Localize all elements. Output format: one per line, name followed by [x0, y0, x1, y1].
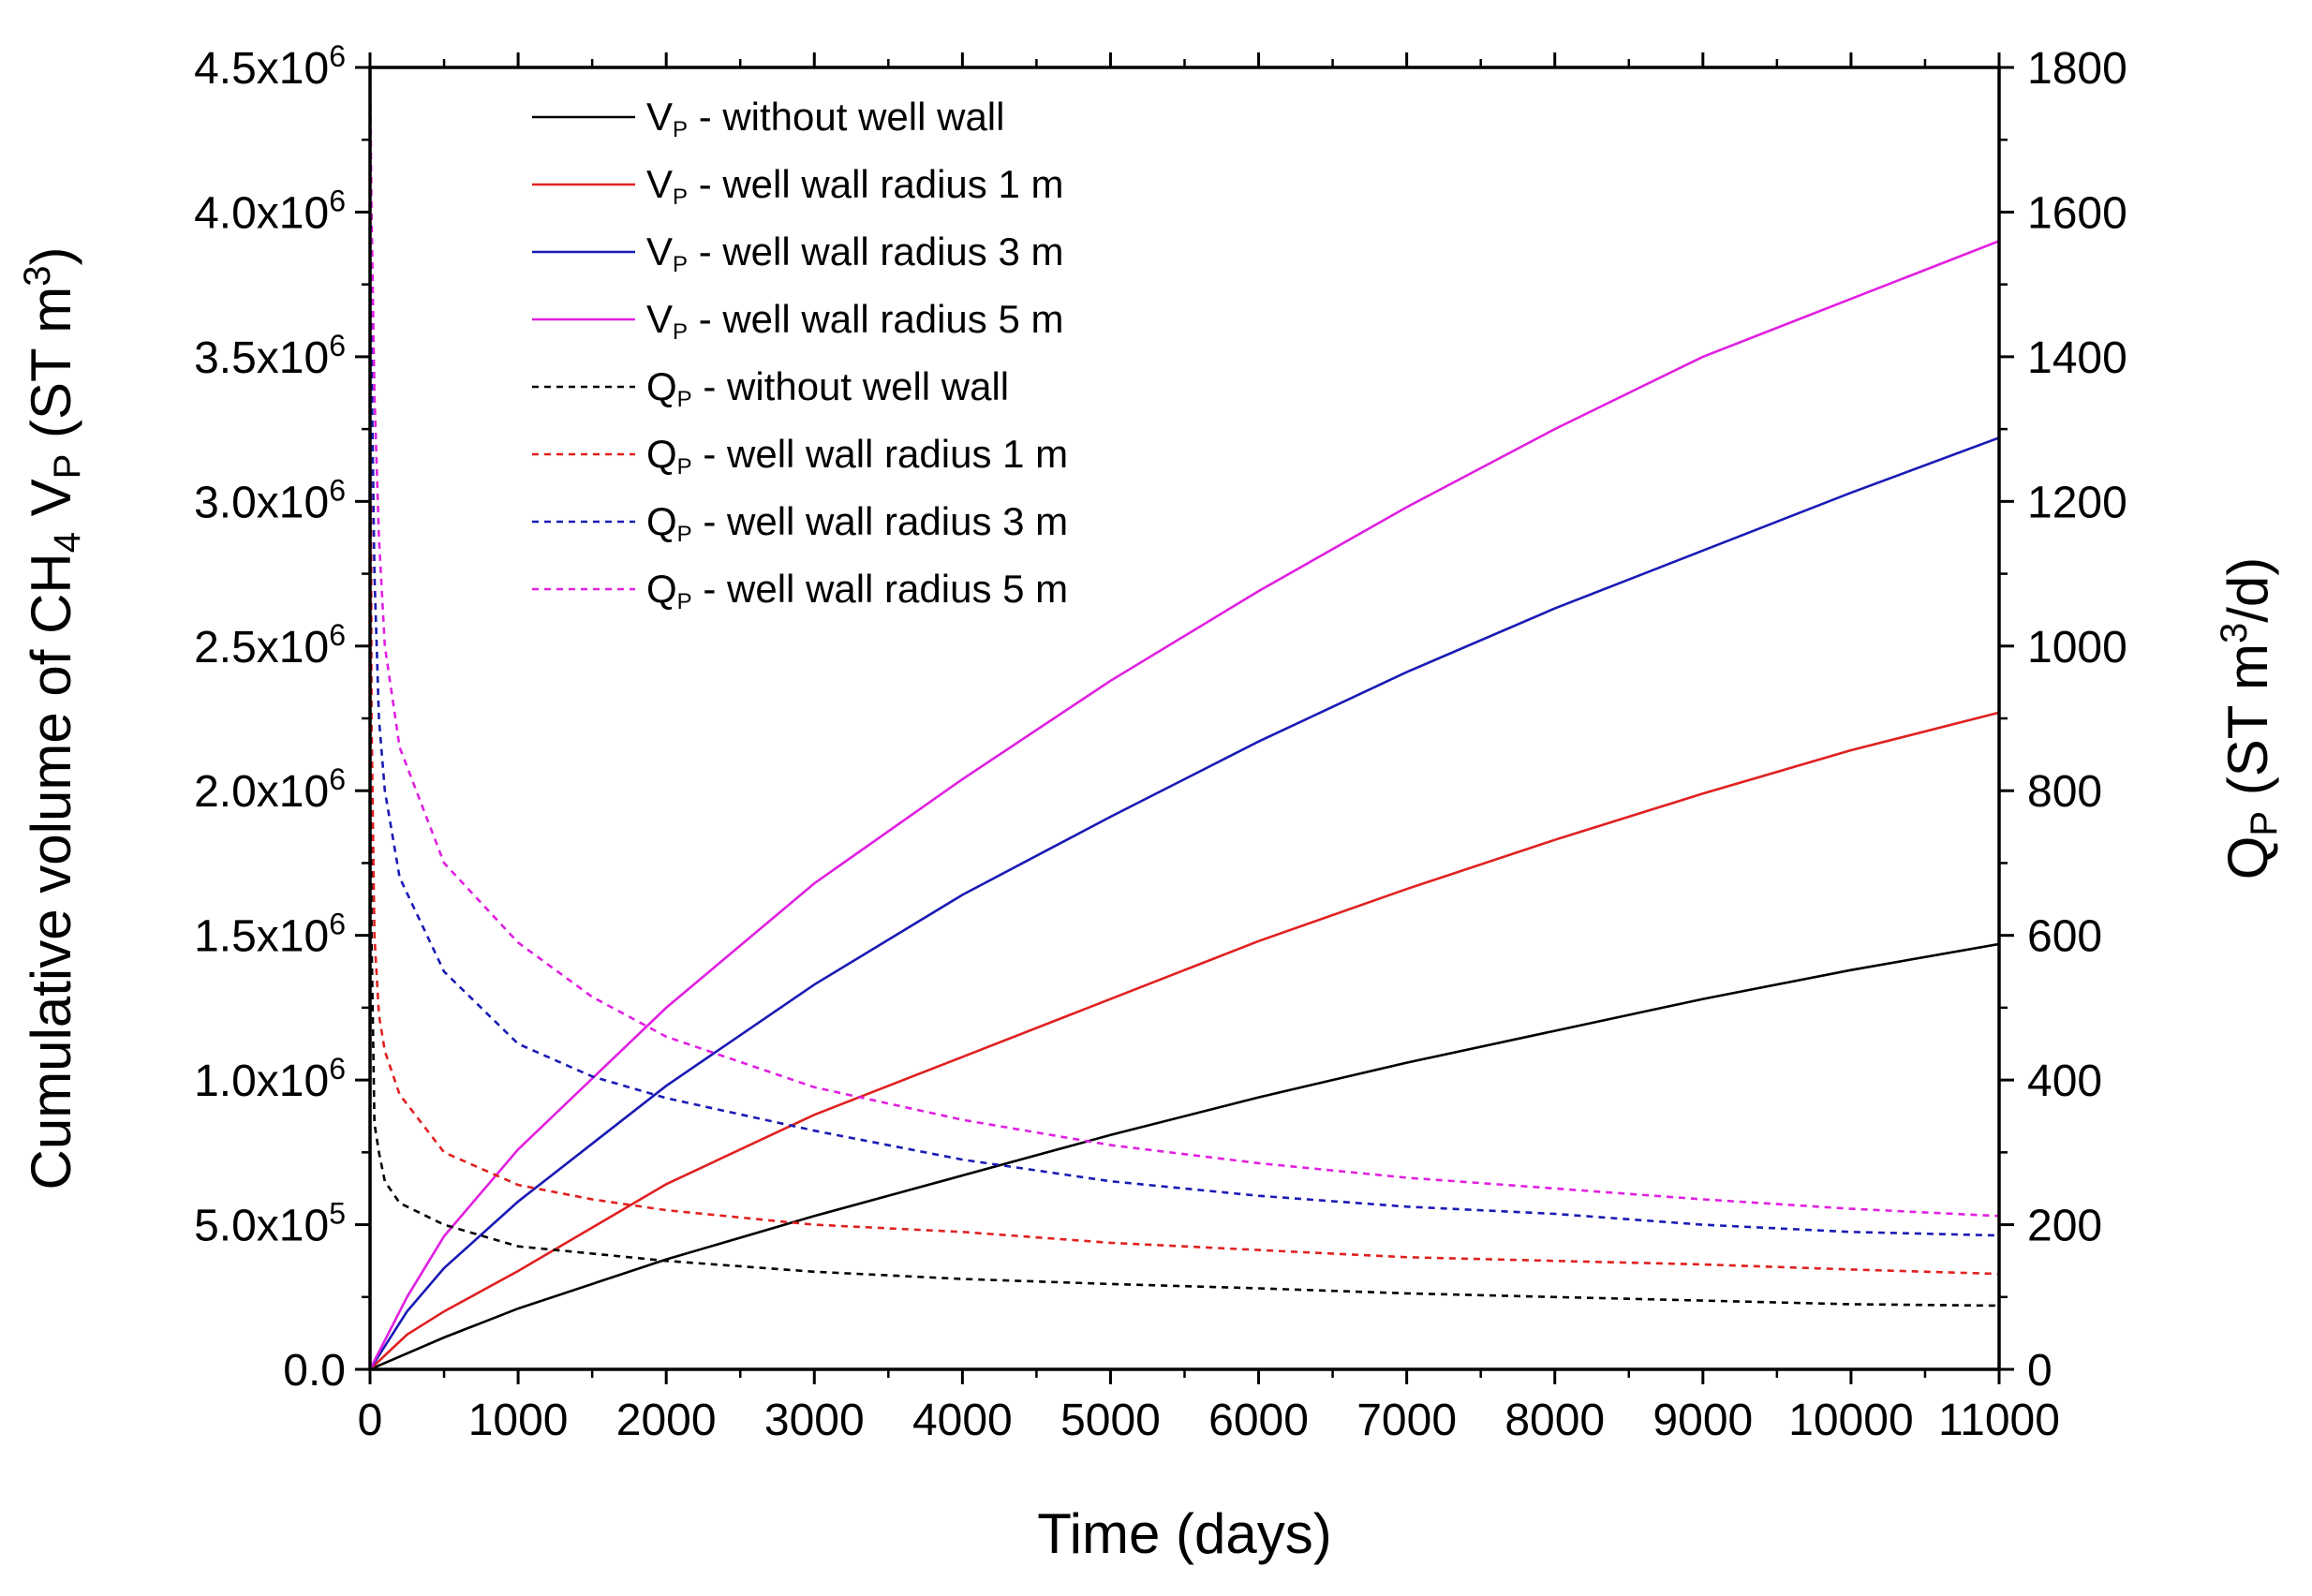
y-left-tick-label: 1.0x106 — [194, 1053, 346, 1107]
x-tick-label: 0 — [358, 1396, 383, 1445]
series-line-6 — [370, 67, 1999, 1276]
y-right-tick-label: 1400 — [2027, 333, 2127, 383]
legend-entry: VP - well wall radius 5 m — [646, 297, 1063, 345]
legend-entry: VP - without well wall — [646, 95, 1004, 142]
plot-frame — [368, 66, 2001, 1371]
x-tick-label: 7000 — [1356, 1396, 1457, 1445]
legend-entry: VP - well wall radius 1 m — [646, 162, 1063, 210]
x-tick-label: 5000 — [1060, 1396, 1161, 1445]
legend-entry: QP - well wall radius 3 m — [646, 499, 1068, 547]
x-tick-label: 2000 — [616, 1396, 717, 1445]
y-right-tick-label: 1000 — [2027, 623, 2127, 672]
x-tick-label: 9000 — [1652, 1396, 1753, 1445]
y-right-tick-label: 800 — [2027, 767, 2102, 817]
y-left-tick-label: 5.0x105 — [194, 1197, 346, 1251]
y-left-tick-label: 0.0 — [283, 1346, 346, 1396]
y-right-tick-label: 1600 — [2027, 188, 2127, 238]
y-right-tick-label: 400 — [2027, 1057, 2102, 1106]
y-left-tick-label: 4.5x106 — [194, 39, 346, 94]
x-tick-label: 4000 — [912, 1396, 1013, 1445]
series-line-8 — [370, 67, 1999, 1218]
axes: 0 1000 2000 3000 4000 5000 6000 7000 8000 9000 100… — [194, 39, 2127, 1445]
y-right-tick-label: 600 — [2027, 912, 2102, 962]
legend-entry: QP - well wall radius 5 m — [646, 567, 1068, 614]
y-left-tick-label: 3.0x106 — [194, 474, 346, 528]
y-right-tick-label: 200 — [2027, 1202, 2102, 1251]
x-tick-label: 3000 — [764, 1396, 865, 1445]
y-right-tick-label: 0 — [2027, 1346, 2053, 1396]
legend-entry: QP - without well wall — [646, 364, 1009, 412]
y-left-tick-label: 2.5x106 — [194, 618, 346, 672]
y-left-tick-label: 2.0x106 — [194, 763, 346, 818]
plot-area — [370, 67, 1999, 1369]
x-tick-label: 10000 — [1788, 1396, 1913, 1445]
y-right-tick-label: 1200 — [2027, 478, 2127, 527]
series-line-1 — [370, 942, 1999, 1369]
y-left-tick-label: 1.5x106 — [194, 908, 346, 962]
legend-entry: QP - well wall radius 1 m — [646, 432, 1068, 480]
x-tick-label: 1000 — [468, 1396, 569, 1445]
series-line-7 — [370, 67, 1999, 1237]
y-axis-right-title: QP (ST m3/d) — [2214, 557, 2285, 880]
legend: VP - without well wall VP - well wall rad… — [532, 95, 1068, 614]
x-axis-title: Time (days) — [1037, 1502, 1331, 1565]
y-axis-left-title: Cumulative volume of CH4 VP (ST m3) — [17, 246, 88, 1190]
series-line-3 — [370, 436, 1999, 1369]
x-tick-label: 11000 — [1938, 1396, 2060, 1445]
series-line-4 — [370, 240, 1999, 1369]
y-right-tick-label: 1800 — [2027, 44, 2127, 94]
x-tick-label: 8000 — [1504, 1396, 1605, 1445]
legend-entry: VP - well wall radius 3 m — [646, 229, 1063, 277]
y-left-tick-label: 4.0x106 — [194, 185, 346, 239]
series-line-5 — [370, 67, 1999, 1308]
y-left-tick-label: 3.5x106 — [194, 329, 346, 383]
series-line-2 — [370, 711, 1999, 1369]
x-tick-label: 6000 — [1208, 1396, 1309, 1445]
